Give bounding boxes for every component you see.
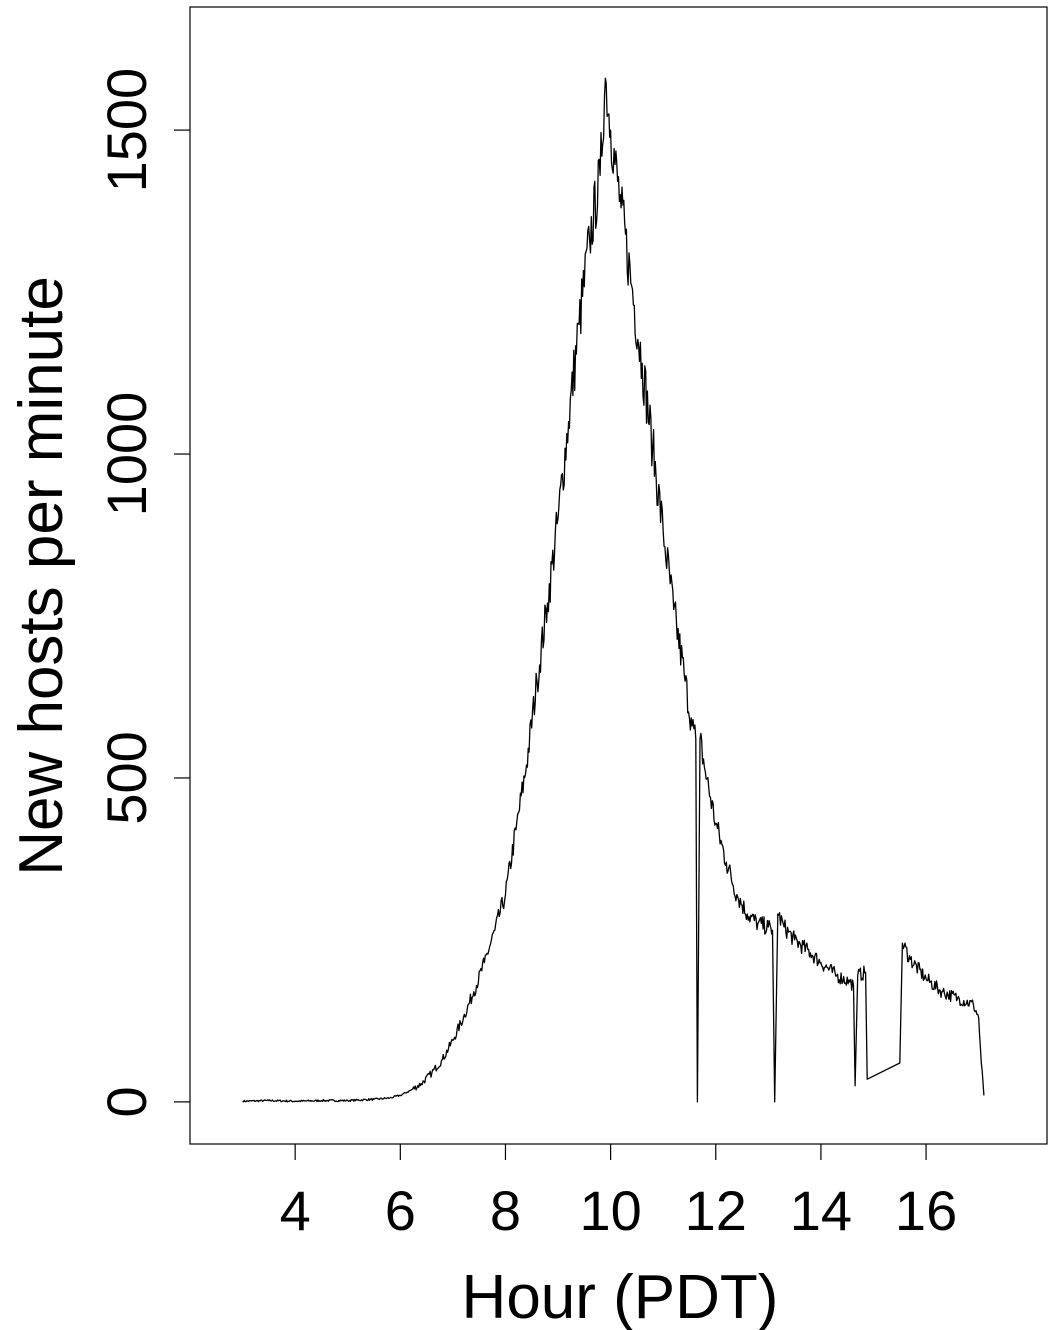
x-tick-label: 14 xyxy=(790,1179,852,1242)
y-axis-title: New hosts per minute xyxy=(7,276,76,876)
x-axis: 4 6 8 10 12 14 16 xyxy=(280,1144,957,1242)
x-tick-label: 16 xyxy=(895,1179,957,1242)
x-tick-label: 4 xyxy=(280,1179,311,1242)
x-tick-label: 8 xyxy=(490,1179,521,1242)
x-tick-label: 12 xyxy=(685,1179,747,1242)
x-tick-label: 6 xyxy=(385,1179,416,1242)
series-line xyxy=(242,77,985,1103)
x-tick-label: 10 xyxy=(579,1179,641,1242)
y-tick-label: 1500 xyxy=(95,68,158,193)
y-tick-label: 0 xyxy=(95,1086,158,1117)
y-tick-label: 1000 xyxy=(95,392,158,517)
plot-frame xyxy=(189,6,1048,1145)
y-axis: 0 500 1000 1500 xyxy=(95,68,190,1117)
y-tick-label: 500 xyxy=(95,731,158,824)
x-axis-title: Hour (PDT) xyxy=(462,1263,779,1330)
